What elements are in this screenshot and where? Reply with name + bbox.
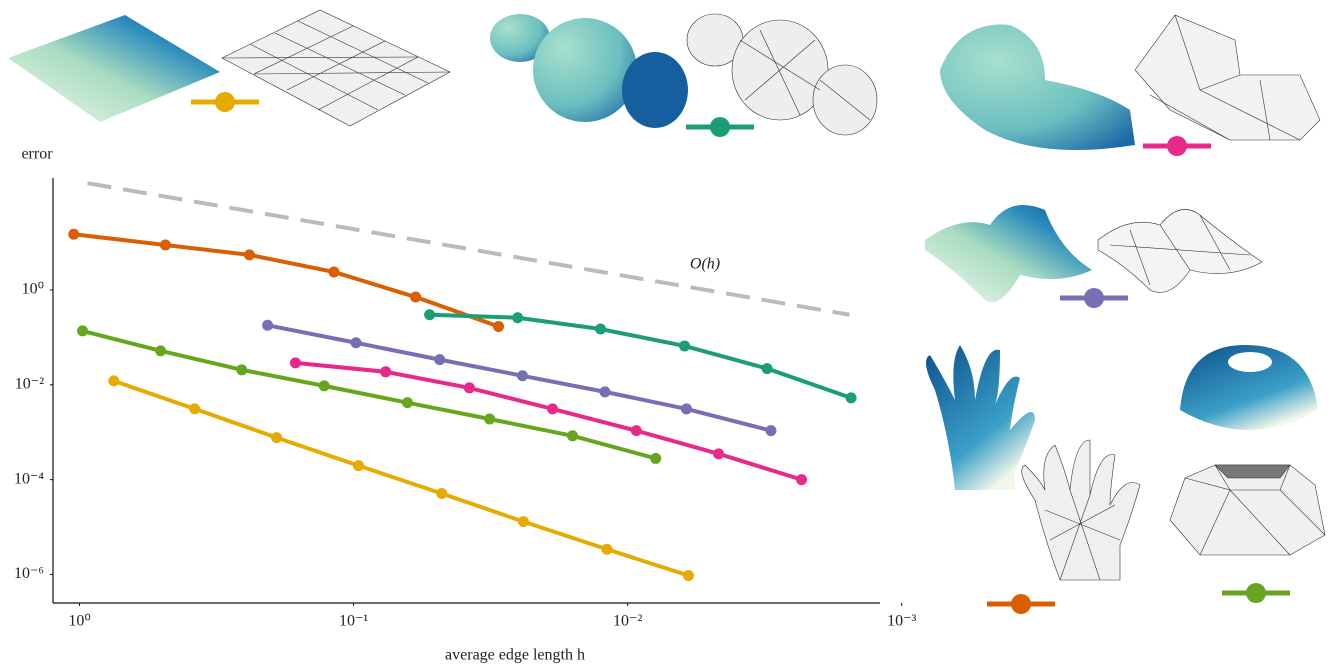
legend-key-dot: [710, 117, 730, 137]
surface-shaded: [925, 205, 1092, 303]
data-point: [434, 354, 446, 366]
data-point: [328, 266, 340, 278]
data-point: [845, 392, 857, 404]
data-point: [436, 487, 448, 499]
data-point: [713, 448, 725, 460]
data-point: [424, 309, 436, 321]
data-point: [516, 370, 528, 382]
data-point: [650, 452, 662, 464]
data-point: [682, 570, 694, 582]
legend-key-dot: [1167, 136, 1187, 156]
y-tick-label: 10⁻⁶: [14, 565, 44, 582]
series-line: [113, 378, 690, 578]
hand-shaded: [926, 345, 1035, 490]
data-point: [271, 432, 283, 444]
data-point: [401, 397, 413, 409]
data-point: [289, 357, 301, 369]
data-point: [547, 403, 559, 415]
y-tick-label: 10⁰: [22, 281, 44, 298]
illustrations: [8, 9, 1326, 581]
data-point: [189, 403, 201, 415]
data-point: [484, 413, 496, 425]
legend-key-dot: [215, 92, 235, 112]
data-point: [77, 325, 89, 337]
hand-mesh: [1021, 439, 1141, 581]
surface-mesh: [1097, 209, 1263, 293]
duck-shaded: [940, 24, 1135, 150]
series-line: [73, 232, 500, 329]
data-point: [595, 323, 607, 335]
x-tick-label: 10⁻³: [887, 613, 916, 630]
data-point: [761, 363, 773, 375]
data-point: [599, 386, 611, 398]
data-point: [463, 382, 475, 394]
data-point: [68, 228, 80, 240]
duck-mesh: [1134, 14, 1321, 141]
x-tick-label: 10⁰: [68, 613, 90, 630]
data-point: [765, 425, 777, 437]
data-point: [630, 425, 642, 437]
data-point: [236, 364, 248, 376]
data-point: [796, 474, 808, 486]
data-point: [352, 460, 364, 472]
plane-shaded: [8, 15, 220, 122]
legend-key-dot: [1011, 594, 1031, 614]
dome-mesh: [1169, 464, 1326, 556]
data-point: [108, 375, 120, 387]
y-axis-label: error: [21, 146, 53, 163]
data-point: [380, 366, 392, 378]
x-tick-label: 10⁻¹: [339, 613, 368, 630]
bunny-mesh: [686, 13, 878, 136]
y-tick-label: 10⁻⁴: [14, 470, 44, 487]
bunny-shaded: [490, 14, 688, 128]
data-point: [155, 345, 167, 357]
legend-key-dot: [1246, 583, 1266, 603]
series-line: [429, 312, 852, 400]
dome-shaded: [1180, 345, 1318, 430]
data-point: [492, 320, 504, 332]
legend-key-dot: [1084, 288, 1104, 308]
data-point: [243, 249, 255, 261]
data-point: [512, 312, 524, 324]
plot: error average edge length h: [21, 146, 880, 664]
data-point: [318, 380, 330, 392]
y-tick-label: 10⁻²: [15, 375, 44, 392]
x-tick-label: 10⁻²: [613, 613, 642, 630]
data-point: [262, 319, 274, 331]
data-point: [350, 337, 362, 349]
data-point: [517, 516, 529, 528]
data-point: [679, 340, 691, 352]
series-line: [82, 328, 657, 461]
x-axis-label: average edge length h: [445, 647, 585, 664]
dome-hole: [1228, 352, 1272, 372]
reference-line: [87, 181, 850, 317]
data-point: [566, 430, 578, 442]
data-point: [159, 239, 171, 251]
data-point: [680, 403, 692, 415]
data-point: [410, 291, 422, 303]
reference-label: O(h): [690, 256, 720, 273]
data-point: [601, 543, 613, 555]
plane-mesh: [221, 9, 451, 127]
